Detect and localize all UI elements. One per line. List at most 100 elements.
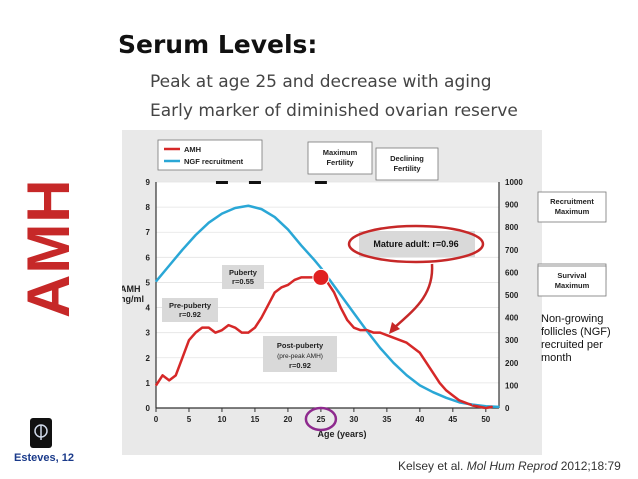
ngf-side-note: Non-growing follicles (NGF) recruited pe… bbox=[541, 313, 611, 364]
ngf-point bbox=[379, 347, 381, 349]
survival-max-box-2 bbox=[537, 265, 607, 297]
amh-point bbox=[241, 332, 243, 334]
amh-point bbox=[452, 394, 454, 397]
ngf-point bbox=[234, 207, 236, 209]
citation-ref: 2012;18:79 bbox=[557, 459, 621, 473]
ngf-point bbox=[498, 406, 500, 408]
amh-point bbox=[267, 304, 269, 306]
top-marker bbox=[215, 181, 228, 184]
amh-point bbox=[214, 332, 216, 334]
right-tick-label: 400 bbox=[505, 314, 519, 323]
presenter-label: Esteves, 12 bbox=[14, 452, 74, 464]
amh-vertical-text: AMH bbox=[15, 178, 82, 318]
legend-label-ngf: NGF recruitment bbox=[184, 157, 244, 166]
amh-ngf-chart: AMH NGF recruitment Maximum Fertility Dec… bbox=[122, 130, 542, 455]
amh-point bbox=[300, 276, 302, 279]
legend-box bbox=[157, 139, 263, 171]
post-puberty-r: r=0.92 bbox=[289, 361, 311, 370]
right-tick-label: 300 bbox=[505, 336, 519, 345]
amh-point bbox=[274, 291, 276, 294]
left-tick-label: 2 bbox=[146, 354, 151, 363]
amh-point bbox=[432, 372, 434, 374]
declining-fertility-box bbox=[375, 147, 439, 181]
amh-point bbox=[234, 327, 236, 329]
amh-point bbox=[425, 362, 428, 364]
ngf-point bbox=[260, 208, 263, 210]
amh-point bbox=[175, 374, 177, 376]
mature-adult-ellipse bbox=[347, 224, 485, 264]
top-marker bbox=[314, 181, 327, 184]
amh-point bbox=[307, 276, 309, 279]
right-tick-label: 1000 bbox=[505, 178, 523, 187]
x-tick-label: 35 bbox=[382, 415, 391, 424]
amh-point bbox=[155, 384, 157, 386]
pre-puberty-label: Pre-puberty r=0.92 bbox=[169, 301, 212, 319]
ngf-point bbox=[247, 205, 249, 207]
amh-point bbox=[168, 379, 170, 381]
ngf-point bbox=[485, 405, 487, 407]
ngf-point bbox=[221, 213, 223, 215]
amh-point bbox=[247, 332, 249, 334]
x-axis-label: Age (years) bbox=[317, 429, 366, 439]
left-tick-label: 7 bbox=[146, 228, 151, 237]
right-tick-label: 600 bbox=[505, 268, 519, 277]
x-tick-label: 5 bbox=[187, 415, 192, 424]
x-tick-label: 25 bbox=[316, 415, 325, 424]
ngf-point bbox=[313, 259, 315, 261]
recruitment-max-label: Recruitment Maximum bbox=[550, 197, 594, 216]
amh-point bbox=[161, 374, 164, 376]
x-tick-label: 40 bbox=[415, 415, 424, 424]
amh-point bbox=[373, 332, 375, 334]
mature-adult-label: Mature adult: r=0.96 bbox=[373, 239, 458, 249]
ngf-point bbox=[300, 244, 302, 246]
x-tick-label: 30 bbox=[349, 415, 358, 424]
puberty-box bbox=[222, 265, 264, 289]
recruitment-max-box bbox=[537, 191, 607, 223]
slide-title: Serum Levels: bbox=[118, 30, 318, 59]
ngf-point bbox=[208, 222, 210, 224]
ngf-point bbox=[287, 228, 289, 231]
ngf-point bbox=[194, 234, 197, 236]
amh-point bbox=[392, 337, 395, 339]
x-tick-label: 45 bbox=[448, 415, 457, 424]
ngf-point bbox=[155, 280, 157, 283]
mature-adult-box bbox=[359, 231, 475, 257]
amh-point bbox=[353, 327, 355, 329]
left-tick-label: 6 bbox=[146, 253, 151, 262]
right-tick-label: 700 bbox=[505, 246, 519, 255]
right-axis-ticks: 0 100 200 300 400 500 600 700 800 900 1000 bbox=[505, 178, 523, 413]
left-tick-label: 9 bbox=[146, 178, 151, 187]
max-fertility-label: Maximum Fertility bbox=[323, 148, 358, 167]
left-tick-label: 4 bbox=[146, 304, 151, 313]
ngf-point bbox=[366, 330, 368, 332]
citation-authors: Kelsey et al. bbox=[398, 459, 467, 473]
bullet-peak-age: Peak at age 25 and decrease with aging bbox=[150, 72, 492, 92]
x-axis-ticks: 0 5 10 15 20 25 30 35 40 45 50 bbox=[154, 408, 491, 424]
amh-point bbox=[412, 347, 414, 349]
ngf-point bbox=[274, 216, 276, 218]
amh-point bbox=[208, 327, 210, 329]
amh-point bbox=[287, 284, 289, 286]
right-tick-label: 900 bbox=[505, 201, 519, 210]
right-tick-label: 0 bbox=[505, 404, 510, 413]
y-axis-label-left: AMH ng/ml bbox=[122, 284, 144, 304]
amh-peak-marker bbox=[312, 268, 330, 286]
amh-point bbox=[406, 342, 408, 344]
amh-point bbox=[491, 406, 494, 408]
plot-area bbox=[156, 182, 499, 408]
amh-point bbox=[419, 352, 421, 354]
post-puberty-label: Post-puberty bbox=[277, 341, 324, 350]
ngf-series-points bbox=[155, 205, 500, 408]
amh-point bbox=[458, 399, 461, 402]
amh-point bbox=[201, 327, 203, 329]
citation-journal: Mol Hum Reprod bbox=[466, 459, 558, 473]
left-axis-ticks: 0 1 2 3 4 5 6 7 8 9 bbox=[146, 178, 151, 413]
amh-point bbox=[221, 329, 223, 331]
ngf-point bbox=[320, 267, 322, 269]
amh-point bbox=[333, 291, 335, 294]
amh-point bbox=[359, 329, 362, 331]
amh-point bbox=[439, 382, 441, 384]
bullet-early-marker: Early marker of diminished ovarian reser… bbox=[150, 101, 518, 121]
amh-point bbox=[465, 402, 467, 404]
amh-point bbox=[445, 389, 447, 392]
